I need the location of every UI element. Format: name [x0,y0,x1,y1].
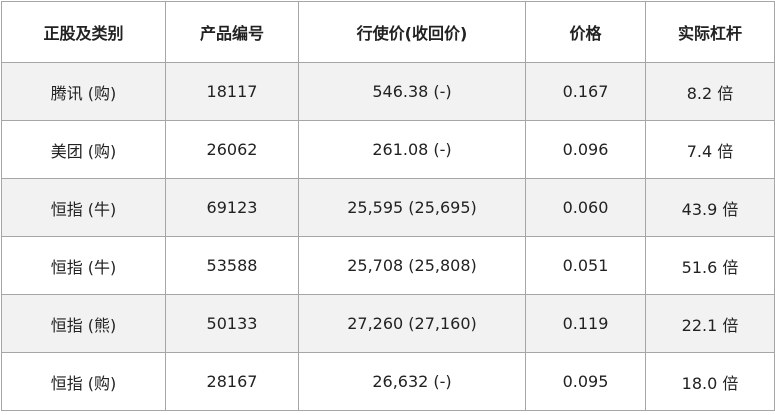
table-cell: 18.0 倍 [645,352,775,411]
table-cell: 43.9 倍 [645,178,775,237]
header-cell: 产品编号 [165,1,299,63]
table-cell: 恒指 (牛) [1,178,166,237]
table-cell: 53588 [165,236,299,295]
header-cell: 价格 [525,1,646,63]
table-cell: 18117 [165,62,299,121]
header-cell: 实际杠杆 [645,1,775,63]
table-cell: 25,708 (25,808) [298,236,526,295]
table-cell: 0.096 [525,120,646,179]
table-cell: 69123 [165,178,299,237]
table-cell: 0.060 [525,178,646,237]
table-row: 恒指 (牛) 53588 25,708 (25,808) 0.051 51.6 倍 [1,236,775,295]
table-row: 美团 (购) 26062 261.08 (-) 0.096 7.4 倍 [1,120,775,179]
table-cell: 27,260 (27,160) [298,294,526,353]
header-row: 正股及类别 产品编号 行使价(收回价) 价格 实际杠杆 [1,1,775,63]
table-cell: 腾讯 (购) [1,62,166,121]
table-row: 恒指 (牛) 69123 25,595 (25,695) 0.060 43.9 倍 [1,178,775,237]
table-cell: 546.38 (-) [298,62,526,121]
table-cell: 25,595 (25,695) [298,178,526,237]
table-cell: 28167 [165,352,299,411]
table-cell: 美团 (购) [1,120,166,179]
table-cell: 50133 [165,294,299,353]
table-cell: 0.095 [525,352,646,411]
table-cell: 261.08 (-) [298,120,526,179]
header-cell: 行使价(收回价) [298,1,526,63]
table-cell: 恒指 (熊) [1,294,166,353]
table-cell: 22.1 倍 [645,294,775,353]
table-cell: 8.2 倍 [645,62,775,121]
table-cell: 51.6 倍 [645,236,775,295]
table-cell: 26,632 (-) [298,352,526,411]
table-cell: 7.4 倍 [645,120,775,179]
table-row: 恒指 (熊) 50133 27,260 (27,160) 0.119 22.1 倍 [1,294,775,353]
header-cell: 正股及类别 [1,1,166,63]
table-cell: 26062 [165,120,299,179]
table-cell: 0.051 [525,236,646,295]
table-cell: 恒指 (牛) [1,236,166,295]
table-row: 腾讯 (购) 18117 546.38 (-) 0.167 8.2 倍 [1,62,775,121]
table-row: 恒指 (购) 28167 26,632 (-) 0.095 18.0 倍 [1,352,775,411]
table-body: 腾讯 (购) 18117 546.38 (-) 0.167 8.2 倍美团 (购) 260… [1,62,775,411]
table-cell: 恒指 (购) [1,352,166,411]
table-cell: 0.119 [525,294,646,353]
table-cell: 0.167 [525,62,646,121]
